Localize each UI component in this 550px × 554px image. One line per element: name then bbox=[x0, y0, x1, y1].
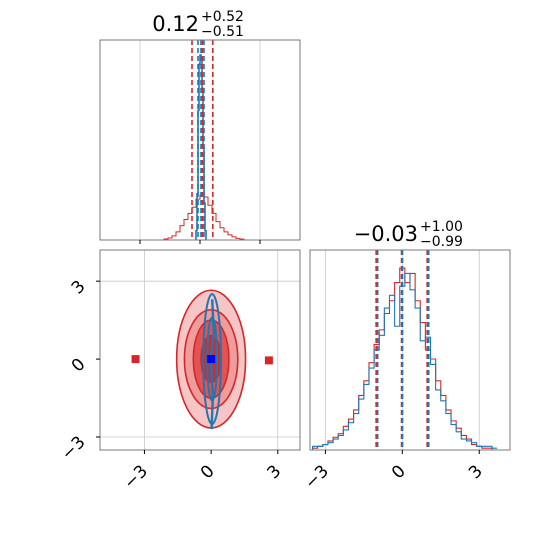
marker-square bbox=[131, 355, 140, 364]
panel-frame-bottom-right bbox=[309, 249, 511, 451]
y-tick-label: −3 bbox=[58, 432, 90, 464]
histogram-series-red bbox=[312, 267, 498, 451]
title-top-left-minus: −0.51 bbox=[201, 24, 244, 40]
x-tick-label: 0 bbox=[197, 461, 219, 483]
x-tick-label: 0 bbox=[388, 461, 410, 483]
title-bottom-right-minus: −0.99 bbox=[420, 234, 463, 250]
title-bottom-right-plus: +1.00 bbox=[420, 219, 463, 235]
x-tick-label: 3 bbox=[465, 461, 487, 483]
panel-frame-bottom-left bbox=[99, 249, 301, 451]
x-tick-label: −3 bbox=[120, 461, 152, 493]
histogram-panel-top-left: 0.12 +0.52 −0.51 bbox=[99, 9, 301, 244]
title-top-left-value: 0.12 bbox=[152, 12, 199, 36]
x-tick-label: 3 bbox=[264, 461, 286, 483]
title-top-left-plus: +0.52 bbox=[201, 9, 244, 25]
y-tick-label: 0 bbox=[68, 354, 90, 376]
histogram-series-blue bbox=[312, 272, 498, 450]
x-tick-label: −3 bbox=[301, 461, 333, 493]
y-tick-label: 3 bbox=[68, 277, 90, 299]
marker-square bbox=[264, 356, 273, 365]
histogram-panel-bottom-right: −3 0 3 −0.03 +1.00 −0.99 bbox=[301, 219, 511, 493]
marker-square bbox=[207, 355, 216, 364]
panel-frame-top-left bbox=[99, 39, 301, 241]
title-bottom-right-value: −0.03 bbox=[354, 222, 418, 246]
scatter-panel-bottom-left: −3 0 3 3 0 −3 bbox=[58, 249, 301, 493]
